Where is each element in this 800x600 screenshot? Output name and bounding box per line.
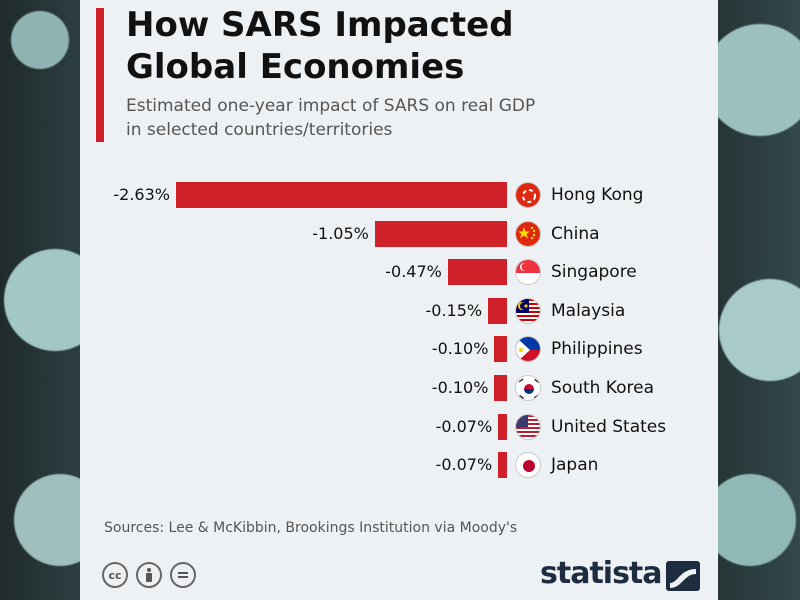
china-flag-icon	[515, 220, 541, 247]
no-derivatives-icon	[170, 562, 196, 588]
category-label: United States	[551, 416, 667, 437]
sources-note: Sources: Lee & McKibbin, Brookings Insti…	[104, 520, 518, 536]
philippines-flag-icon	[515, 336, 541, 363]
bar-malaysia	[488, 297, 507, 324]
bar-philippines	[494, 336, 507, 363]
japan-flag-icon	[515, 452, 541, 479]
bar-china	[374, 220, 507, 247]
value-label: -2.63%	[113, 185, 170, 204]
value-label: -0.10%	[431, 378, 489, 397]
category-label: Malaysia	[551, 300, 626, 321]
category-label: Japan	[551, 455, 599, 476]
creative-commons-icon: cc	[102, 562, 128, 588]
malaysia-flag-icon	[515, 297, 541, 324]
value-label: -0.07%	[435, 416, 493, 436]
bar-chart: -2.63% Hong Kong -1.05% China -0.47% Singapor…	[80, 0, 718, 600]
infographic-card: How SARS Impacted Global Economies Estim…	[80, 0, 718, 600]
bar-south-korea	[494, 375, 507, 401]
united-states-flag-icon	[515, 413, 541, 440]
chart-subtitle: Estimated one-year impact of SARS on rea…	[126, 96, 536, 140]
south-korea-flag-icon	[515, 375, 541, 401]
license-icons: cc	[102, 562, 196, 588]
value-label: -0.47%	[385, 262, 442, 282]
value-label: -0.10%	[431, 339, 489, 359]
bar-united-states	[498, 413, 507, 440]
category-label: South Korea	[551, 378, 655, 398]
category-label: China	[551, 223, 600, 244]
chart-title: How SARS Impacted Global Economies	[126, 5, 514, 87]
attribution-icon	[136, 562, 162, 588]
singapore-flag-icon	[515, 259, 541, 286]
bar-japan	[498, 452, 507, 479]
category-label: Singapore	[551, 262, 637, 283]
statista-logo-icon	[666, 561, 700, 591]
bar-singapore	[447, 259, 507, 286]
bar-hong-kong	[176, 182, 507, 208]
title-accent-bar	[96, 8, 104, 142]
statista-logo-text: statista	[540, 556, 663, 591]
category-label: Philippines	[551, 339, 643, 360]
value-label: -0.07%	[435, 455, 493, 475]
value-label: -1.05%	[312, 223, 369, 243]
category-label: Hong Kong	[551, 185, 644, 205]
value-label: -0.15%	[425, 300, 483, 320]
hong-kong-flag-icon	[515, 182, 541, 208]
